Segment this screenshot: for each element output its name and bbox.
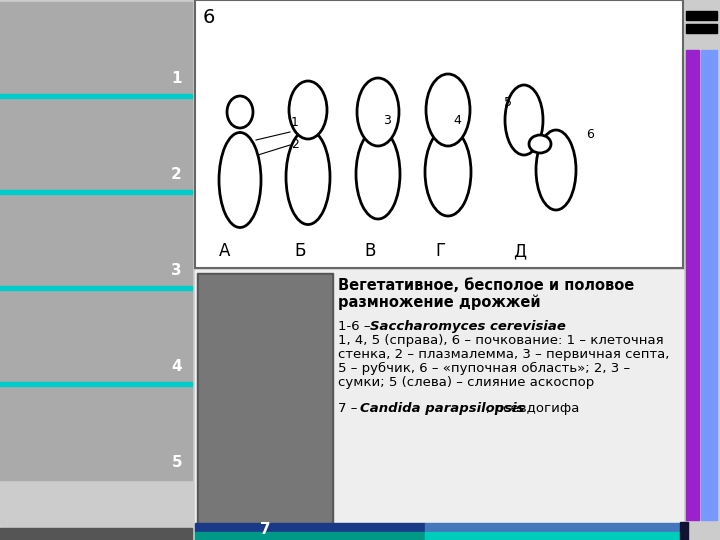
Bar bbox=[0, 382, 192, 386]
Text: 1-6 –: 1-6 – bbox=[338, 320, 374, 333]
Text: 4: 4 bbox=[453, 113, 461, 126]
Text: 4: 4 bbox=[171, 359, 182, 374]
Text: 5: 5 bbox=[171, 455, 182, 470]
Text: 6: 6 bbox=[586, 127, 594, 140]
Ellipse shape bbox=[289, 81, 327, 139]
Ellipse shape bbox=[426, 74, 470, 146]
Ellipse shape bbox=[219, 132, 261, 227]
Text: Candida parapsilopsis: Candida parapsilopsis bbox=[360, 402, 524, 415]
Ellipse shape bbox=[505, 85, 543, 155]
Bar bbox=[0, 386, 192, 480]
Text: , псевдогифа: , псевдогифа bbox=[486, 402, 580, 415]
Bar bbox=[425, 523, 680, 532]
Bar bbox=[0, 98, 192, 192]
Bar bbox=[701, 50, 717, 520]
Bar bbox=[0, 286, 192, 290]
Ellipse shape bbox=[357, 78, 399, 146]
Ellipse shape bbox=[536, 130, 576, 210]
Text: 3: 3 bbox=[171, 263, 182, 278]
Text: 7 –: 7 – bbox=[338, 402, 361, 415]
Ellipse shape bbox=[227, 96, 253, 128]
Text: Saccharomyces cerevisiae: Saccharomyces cerevisiae bbox=[370, 320, 566, 333]
Bar bbox=[199, 275, 331, 526]
Bar bbox=[686, 11, 717, 20]
Ellipse shape bbox=[286, 130, 330, 225]
Bar bbox=[0, 194, 192, 288]
Bar bbox=[425, 532, 680, 540]
Text: стенка, 2 – плазмалемма, 3 – первичная септа,: стенка, 2 – плазмалемма, 3 – первичная с… bbox=[338, 348, 670, 361]
Text: Вегетативное, бесполое и половое: Вегетативное, бесполое и половое bbox=[338, 278, 634, 293]
Text: 5: 5 bbox=[504, 96, 512, 109]
Bar bbox=[0, 94, 192, 98]
Text: 1: 1 bbox=[171, 71, 182, 86]
Text: размножение дрожжей: размножение дрожжей bbox=[338, 294, 541, 309]
Bar bbox=[0, 528, 192, 540]
Text: А: А bbox=[220, 242, 230, 260]
Bar bbox=[686, 24, 717, 33]
Bar bbox=[197, 273, 333, 528]
Text: 1: 1 bbox=[291, 116, 299, 129]
Bar bbox=[686, 50, 699, 520]
Text: 7: 7 bbox=[260, 522, 270, 537]
Text: 1, 4, 5 (справа), 6 – почкование: 1 – клеточная: 1, 4, 5 (справа), 6 – почкование: 1 – кл… bbox=[338, 334, 664, 347]
Text: 3: 3 bbox=[383, 113, 391, 126]
Bar bbox=[0, 190, 192, 194]
Bar bbox=[680, 522, 688, 540]
Bar bbox=[195, 270, 683, 530]
Text: Г: Г bbox=[435, 242, 445, 260]
Bar bbox=[195, 523, 425, 532]
Ellipse shape bbox=[425, 128, 471, 216]
Text: 2: 2 bbox=[171, 167, 182, 182]
Text: 2: 2 bbox=[291, 138, 299, 152]
Ellipse shape bbox=[356, 129, 400, 219]
Bar bbox=[0, 2, 192, 96]
Text: Б: Б bbox=[294, 242, 306, 260]
Text: Д: Д bbox=[513, 242, 526, 260]
Text: 6: 6 bbox=[203, 8, 215, 27]
Bar bbox=[195, 0, 683, 268]
Text: сумки; 5 (слева) – слияние аскоспор: сумки; 5 (слева) – слияние аскоспор bbox=[338, 376, 594, 389]
Text: 5 – рубчик, 6 – «пупочная область»; 2, 3 –: 5 – рубчик, 6 – «пупочная область»; 2, 3… bbox=[338, 362, 630, 375]
Ellipse shape bbox=[529, 135, 551, 153]
Bar bbox=[195, 532, 425, 540]
Text: В: В bbox=[364, 242, 376, 260]
Bar bbox=[0, 290, 192, 384]
